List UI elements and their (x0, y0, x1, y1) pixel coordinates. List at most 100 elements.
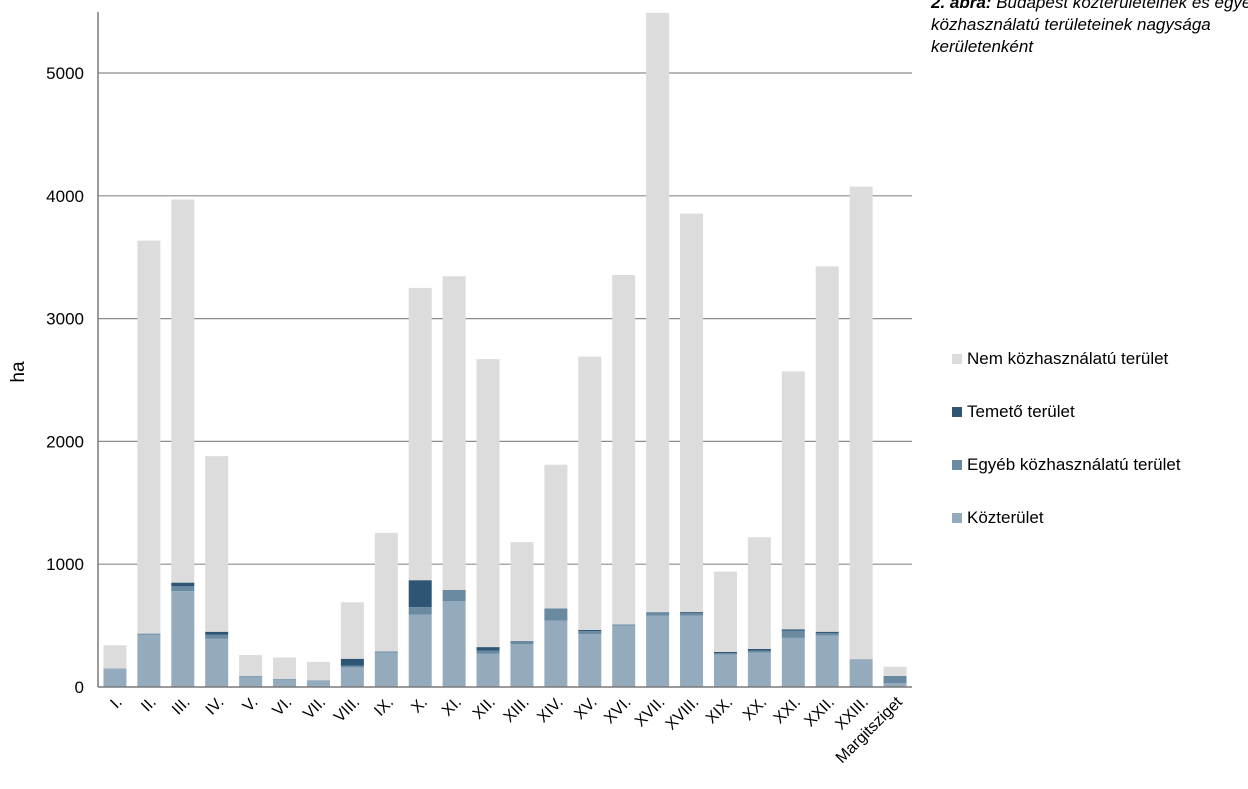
bar-segment (510, 542, 534, 641)
bar-segment (273, 679, 297, 680)
bar-segment (680, 213, 704, 613)
bar-segment (442, 601, 466, 687)
bar-segment (815, 631, 839, 633)
x-tick-label: IV. (203, 694, 228, 719)
bar-segment (578, 629, 602, 632)
bar-segment (239, 676, 263, 687)
bar-segment (883, 675, 907, 684)
bar-segment (713, 654, 737, 687)
legend-label: Közterület (967, 508, 1044, 527)
figure-number: 2. ábra: (931, 0, 992, 12)
bar-segment (544, 620, 568, 687)
bar-segment (747, 648, 771, 651)
bar-segment (408, 580, 432, 608)
axes (97, 12, 912, 688)
bar-segment (713, 571, 737, 653)
bar-segment (781, 637, 805, 687)
figure-title: Budapest közterületeinek és egyéb közhas… (931, 0, 1248, 56)
x-tick-label: VI. (270, 694, 296, 720)
bar-segment (171, 199, 195, 583)
legend: Nem közhasználatú terület Temető terület E… (952, 347, 1181, 559)
x-tick-labels: I. II. III. IV. V. VI. VII. VIII. IX. X. XI. XII. XI… (107, 693, 906, 766)
legend-item: Közterület (952, 506, 1181, 530)
bar-segment (374, 532, 398, 652)
bar-segment (171, 582, 195, 587)
bar-segment (442, 589, 466, 602)
x-tick-label: IX. (371, 694, 397, 720)
bar-segment (306, 680, 330, 687)
y-tick-labels: 0 1000 2000 3000 4000 5000 (46, 64, 84, 697)
y-tick-label: 3000 (46, 310, 84, 329)
bar-segment (646, 615, 670, 687)
bar-segment (612, 624, 636, 626)
bar-segment (306, 680, 330, 681)
bar-segment (171, 591, 195, 687)
bar-segment (306, 661, 330, 681)
bar-segment (849, 659, 873, 660)
legend-item: Temető terület (952, 400, 1181, 424)
bar-segment (680, 613, 704, 616)
bar-segment (680, 615, 704, 687)
legend-swatch (952, 460, 962, 470)
bar-segment (374, 652, 398, 687)
x-tick-label: XIII. (501, 694, 533, 726)
bar-segment (408, 614, 432, 687)
legend-item: Nem közhasználatú terület (952, 347, 1181, 371)
bar-segment (476, 653, 500, 687)
bar-segment (137, 634, 161, 687)
x-tick-label: VII. (300, 694, 329, 723)
x-tick-label: XX. (740, 694, 770, 724)
bar-segment (171, 586, 195, 592)
legend-swatch (952, 513, 962, 523)
bar-segment (239, 675, 263, 677)
bars (103, 12, 907, 687)
bar-segment (815, 635, 839, 687)
legend-label: Nem közhasználatú terület (967, 349, 1169, 368)
x-tick-label: X. (408, 694, 431, 717)
bar-segment (510, 640, 534, 645)
bar-segment (578, 356, 602, 630)
bar-segment (510, 644, 534, 687)
bar-segment (849, 659, 873, 687)
legend-swatch (952, 407, 962, 417)
bar-segment (883, 683, 907, 687)
bar-segment (544, 464, 568, 609)
bar-segment (476, 359, 500, 648)
bar-segment (103, 668, 127, 670)
y-tick-label: 2000 (46, 432, 84, 451)
legend-item: Egyéb közhasználatú terület (952, 453, 1181, 477)
bar-segment (239, 655, 263, 676)
x-tick-label: III. (169, 694, 194, 719)
bar-segment (408, 287, 432, 581)
x-tick-label: I. (107, 694, 125, 712)
bar-segment (578, 634, 602, 687)
bar-segment (883, 666, 907, 676)
y-tick-label: 5000 (46, 64, 84, 83)
x-tick-label: XXII. (801, 694, 838, 731)
legend-label: Egyéb közhasználatú terület (967, 455, 1181, 474)
bar-segment (747, 537, 771, 649)
x-tick-label: II. (138, 694, 159, 715)
x-tick-label: XXI. (771, 694, 804, 727)
bar-segment (205, 634, 229, 639)
bar-segment (713, 653, 737, 655)
gridlines (98, 72, 912, 565)
bar-segment (340, 667, 364, 687)
bar-segment (273, 657, 297, 680)
bar-segment (747, 650, 771, 653)
bar-segment (374, 651, 398, 653)
bar-segment (476, 650, 500, 654)
y-tick-label: 1000 (46, 555, 84, 574)
y-tick-label: 0 (75, 678, 84, 697)
y-tick-label: 4000 (46, 187, 84, 206)
figure-caption: 2. ábra: Budapest közterületeinek és egy… (931, 0, 1248, 58)
x-tick-label: XII. (470, 694, 499, 723)
bar-segment (849, 186, 873, 660)
x-tick-label: XVI. (601, 694, 634, 727)
bar-segment (442, 276, 466, 590)
x-tick-label: XVII. (632, 694, 669, 731)
bar-segment (815, 632, 839, 636)
x-tick-label: VIII. (331, 694, 363, 726)
bar-segment (781, 629, 805, 631)
bar-segment (578, 631, 602, 635)
